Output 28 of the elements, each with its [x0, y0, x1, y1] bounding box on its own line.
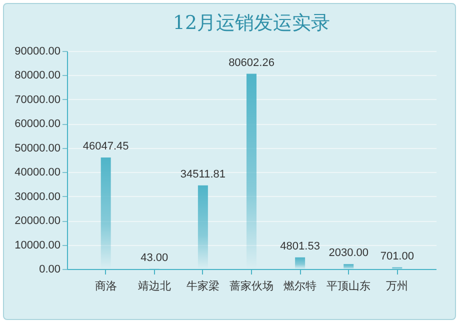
data-label: 43.00 [140, 252, 168, 264]
x-tick-label: 商洛 [94, 280, 117, 292]
y-tick-label: 20000.00 [14, 215, 60, 228]
data-label: 2030.00 [328, 247, 368, 260]
bar [344, 264, 354, 269]
bar [295, 257, 306, 269]
y-tick-label: 60000.00 [14, 118, 60, 130]
data-label: 4801.53 [280, 240, 320, 252]
data-label: 701.00 [380, 250, 414, 262]
x-tick-label: 蔷家伙场 [230, 280, 274, 292]
y-tick-label: 40000.00 [14, 166, 60, 179]
data-label: 46047.45 [82, 140, 129, 152]
data-label: 34511.81 [180, 168, 226, 180]
y-tick-label: 90000.00 [14, 46, 60, 58]
y-tick-label: 10000.00 [14, 239, 60, 252]
data-label: 80602.26 [228, 56, 274, 69]
x-tick-label: 平顶山东 [326, 280, 371, 292]
chart-title: 12月运销发运实录 [172, 12, 330, 34]
y-tick-label: 50000.00 [14, 142, 60, 154]
y-tick-label: 70000.00 [14, 94, 60, 106]
y-tick-label: 30000.00 [14, 190, 60, 203]
bar [198, 185, 208, 269]
y-tick-label: 0.00 [39, 264, 60, 276]
x-tick-label: 靖边北 [138, 280, 171, 292]
y-tick-label: 80000.00 [14, 70, 60, 82]
x-tick-label: 牛家梁 [186, 280, 220, 292]
x-tick-label: 燃尔特 [284, 280, 317, 292]
x-tick-label: 万州 [386, 280, 408, 292]
